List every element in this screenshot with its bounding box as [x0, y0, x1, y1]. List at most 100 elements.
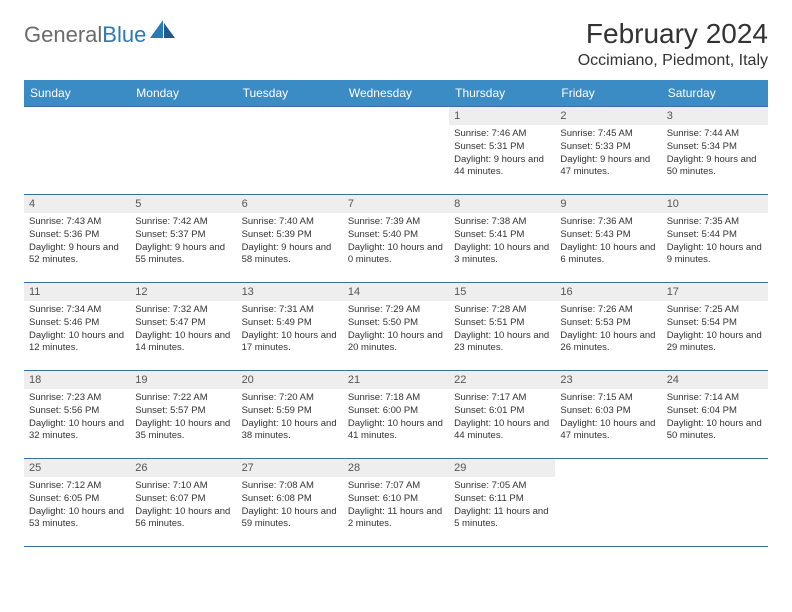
day-content: Sunrise: 7:31 AMSunset: 5:49 PMDaylight:…	[237, 301, 343, 358]
day-content: Sunrise: 7:39 AMSunset: 5:40 PMDaylight:…	[343, 213, 449, 270]
weekday-header: Monday	[130, 80, 236, 107]
calendar-week: 11Sunrise: 7:34 AMSunset: 5:46 PMDayligh…	[24, 283, 768, 371]
calendar-cell	[555, 459, 661, 547]
month-title: February 2024	[578, 18, 768, 50]
day-content: Sunrise: 7:28 AMSunset: 5:51 PMDaylight:…	[449, 301, 555, 358]
calendar-cell: 3Sunrise: 7:44 AMSunset: 5:34 PMDaylight…	[662, 107, 768, 195]
calendar-cell: 15Sunrise: 7:28 AMSunset: 5:51 PMDayligh…	[449, 283, 555, 371]
calendar-cell: 4Sunrise: 7:43 AMSunset: 5:36 PMDaylight…	[24, 195, 130, 283]
calendar-cell	[130, 107, 236, 195]
day-number: 15	[449, 283, 555, 301]
day-content: Sunrise: 7:18 AMSunset: 6:00 PMDaylight:…	[343, 389, 449, 446]
logo-text-blue: Blue	[102, 22, 146, 48]
day-content: Sunrise: 7:36 AMSunset: 5:43 PMDaylight:…	[555, 213, 661, 270]
day-content: Sunrise: 7:44 AMSunset: 5:34 PMDaylight:…	[662, 125, 768, 182]
calendar-week: 1Sunrise: 7:46 AMSunset: 5:31 PMDaylight…	[24, 107, 768, 195]
calendar-week: 4Sunrise: 7:43 AMSunset: 5:36 PMDaylight…	[24, 195, 768, 283]
calendar-cell: 7Sunrise: 7:39 AMSunset: 5:40 PMDaylight…	[343, 195, 449, 283]
day-number: 22	[449, 371, 555, 389]
day-content: Sunrise: 7:05 AMSunset: 6:11 PMDaylight:…	[449, 477, 555, 534]
calendar-cell: 23Sunrise: 7:15 AMSunset: 6:03 PMDayligh…	[555, 371, 661, 459]
calendar-cell: 14Sunrise: 7:29 AMSunset: 5:50 PMDayligh…	[343, 283, 449, 371]
weekday-header: Sunday	[24, 80, 130, 107]
day-content: Sunrise: 7:22 AMSunset: 5:57 PMDaylight:…	[130, 389, 236, 446]
day-number: 9	[555, 195, 661, 213]
day-number: 12	[130, 283, 236, 301]
day-number: 1	[449, 107, 555, 125]
calendar-cell: 20Sunrise: 7:20 AMSunset: 5:59 PMDayligh…	[237, 371, 343, 459]
calendar-cell: 21Sunrise: 7:18 AMSunset: 6:00 PMDayligh…	[343, 371, 449, 459]
day-content: Sunrise: 7:29 AMSunset: 5:50 PMDaylight:…	[343, 301, 449, 358]
weekday-header: Thursday	[449, 80, 555, 107]
day-number: 14	[343, 283, 449, 301]
calendar-cell	[24, 107, 130, 195]
day-content: Sunrise: 7:08 AMSunset: 6:08 PMDaylight:…	[237, 477, 343, 534]
day-number: 11	[24, 283, 130, 301]
day-content: Sunrise: 7:20 AMSunset: 5:59 PMDaylight:…	[237, 389, 343, 446]
day-content: Sunrise: 7:07 AMSunset: 6:10 PMDaylight:…	[343, 477, 449, 534]
day-number: 24	[662, 371, 768, 389]
calendar-week: 25Sunrise: 7:12 AMSunset: 6:05 PMDayligh…	[24, 459, 768, 547]
day-number: 23	[555, 371, 661, 389]
day-content: Sunrise: 7:23 AMSunset: 5:56 PMDaylight:…	[24, 389, 130, 446]
day-number: 27	[237, 459, 343, 477]
logo-text-general: General	[24, 22, 102, 48]
day-content: Sunrise: 7:45 AMSunset: 5:33 PMDaylight:…	[555, 125, 661, 182]
calendar-cell: 25Sunrise: 7:12 AMSunset: 6:05 PMDayligh…	[24, 459, 130, 547]
day-number: 21	[343, 371, 449, 389]
day-number: 8	[449, 195, 555, 213]
day-content: Sunrise: 7:46 AMSunset: 5:31 PMDaylight:…	[449, 125, 555, 182]
calendar-cell: 1Sunrise: 7:46 AMSunset: 5:31 PMDaylight…	[449, 107, 555, 195]
day-content: Sunrise: 7:25 AMSunset: 5:54 PMDaylight:…	[662, 301, 768, 358]
calendar-cell: 27Sunrise: 7:08 AMSunset: 6:08 PMDayligh…	[237, 459, 343, 547]
day-content: Sunrise: 7:10 AMSunset: 6:07 PMDaylight:…	[130, 477, 236, 534]
calendar-cell	[662, 459, 768, 547]
day-content: Sunrise: 7:35 AMSunset: 5:44 PMDaylight:…	[662, 213, 768, 270]
calendar-cell: 16Sunrise: 7:26 AMSunset: 5:53 PMDayligh…	[555, 283, 661, 371]
calendar-cell: 13Sunrise: 7:31 AMSunset: 5:49 PMDayligh…	[237, 283, 343, 371]
day-content: Sunrise: 7:40 AMSunset: 5:39 PMDaylight:…	[237, 213, 343, 270]
day-number: 2	[555, 107, 661, 125]
calendar-cell: 19Sunrise: 7:22 AMSunset: 5:57 PMDayligh…	[130, 371, 236, 459]
header: GeneralBlue February 2024 Occimiano, Pie…	[24, 18, 768, 70]
weekday-header: Friday	[555, 80, 661, 107]
calendar: SundayMondayTuesdayWednesdayThursdayFrid…	[24, 80, 768, 547]
day-number: 4	[24, 195, 130, 213]
day-number: 16	[555, 283, 661, 301]
calendar-cell: 5Sunrise: 7:42 AMSunset: 5:37 PMDaylight…	[130, 195, 236, 283]
calendar-cell: 28Sunrise: 7:07 AMSunset: 6:10 PMDayligh…	[343, 459, 449, 547]
day-number: 7	[343, 195, 449, 213]
day-content: Sunrise: 7:26 AMSunset: 5:53 PMDaylight:…	[555, 301, 661, 358]
day-number: 28	[343, 459, 449, 477]
day-number: 5	[130, 195, 236, 213]
day-number: 13	[237, 283, 343, 301]
calendar-cell: 29Sunrise: 7:05 AMSunset: 6:11 PMDayligh…	[449, 459, 555, 547]
calendar-week: 18Sunrise: 7:23 AMSunset: 5:56 PMDayligh…	[24, 371, 768, 459]
day-content: Sunrise: 7:34 AMSunset: 5:46 PMDaylight:…	[24, 301, 130, 358]
day-number: 29	[449, 459, 555, 477]
logo: GeneralBlue	[24, 22, 176, 48]
calendar-cell: 10Sunrise: 7:35 AMSunset: 5:44 PMDayligh…	[662, 195, 768, 283]
day-content: Sunrise: 7:15 AMSunset: 6:03 PMDaylight:…	[555, 389, 661, 446]
calendar-cell: 18Sunrise: 7:23 AMSunset: 5:56 PMDayligh…	[24, 371, 130, 459]
day-number: 3	[662, 107, 768, 125]
day-content: Sunrise: 7:43 AMSunset: 5:36 PMDaylight:…	[24, 213, 130, 270]
weekday-header: Saturday	[662, 80, 768, 107]
day-number: 20	[237, 371, 343, 389]
day-number: 17	[662, 283, 768, 301]
location: Occimiano, Piedmont, Italy	[578, 52, 768, 70]
day-number: 18	[24, 371, 130, 389]
day-content: Sunrise: 7:32 AMSunset: 5:47 PMDaylight:…	[130, 301, 236, 358]
calendar-cell: 22Sunrise: 7:17 AMSunset: 6:01 PMDayligh…	[449, 371, 555, 459]
calendar-cell: 8Sunrise: 7:38 AMSunset: 5:41 PMDaylight…	[449, 195, 555, 283]
calendar-cell: 26Sunrise: 7:10 AMSunset: 6:07 PMDayligh…	[130, 459, 236, 547]
calendar-cell: 9Sunrise: 7:36 AMSunset: 5:43 PMDaylight…	[555, 195, 661, 283]
day-number: 6	[237, 195, 343, 213]
calendar-body: 1Sunrise: 7:46 AMSunset: 5:31 PMDaylight…	[24, 107, 768, 547]
logo-sail-icon	[150, 20, 176, 46]
day-number: 19	[130, 371, 236, 389]
day-number: 26	[130, 459, 236, 477]
day-content: Sunrise: 7:42 AMSunset: 5:37 PMDaylight:…	[130, 213, 236, 270]
calendar-cell: 24Sunrise: 7:14 AMSunset: 6:04 PMDayligh…	[662, 371, 768, 459]
day-content: Sunrise: 7:14 AMSunset: 6:04 PMDaylight:…	[662, 389, 768, 446]
